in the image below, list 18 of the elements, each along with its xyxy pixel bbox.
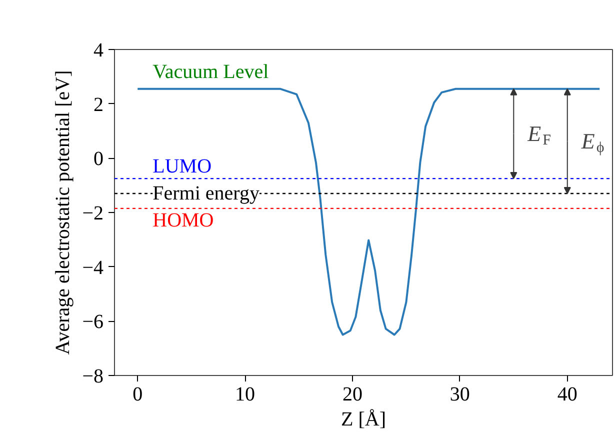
y-tick-label: 4 [94,40,104,62]
y-tick-label: −2 [82,202,104,224]
y-tick-label: −8 [82,366,104,388]
annotation: Vacuum Level [152,60,270,83]
x-axis-title: Z [Å] [341,408,386,430]
x-tick-label: 30 [450,384,470,406]
y-tick-label: −6 [82,311,104,334]
ref-line-label: Fermi energy [152,182,260,204]
x-tick-label: 10 [235,384,256,406]
y-tick-label: 0 [94,148,104,170]
ref-line-label: HOMO [152,209,214,232]
ref-line-label: LUMO [152,156,212,178]
x-tick-label: 40 [557,384,578,406]
x-tick-label: 0 [132,384,143,406]
x-tick-label: 20 [342,384,362,406]
y-tick-label: 2 [94,94,104,116]
y-axis-title: Average electrostatic potential [eV] [52,70,74,355]
y-tick-label: −4 [82,256,104,279]
